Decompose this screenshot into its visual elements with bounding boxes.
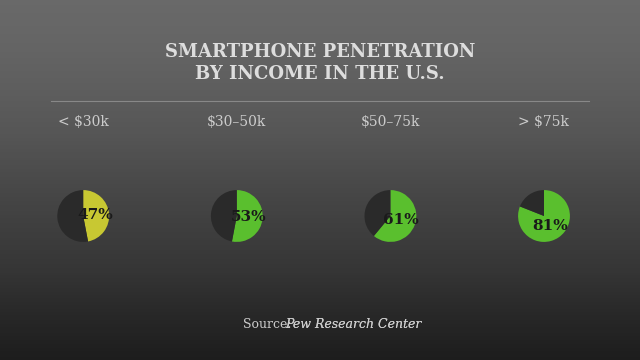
- Text: 53%: 53%: [230, 210, 266, 224]
- Wedge shape: [365, 190, 390, 236]
- Wedge shape: [83, 190, 109, 242]
- Wedge shape: [211, 190, 237, 242]
- Wedge shape: [58, 190, 88, 242]
- Wedge shape: [520, 190, 544, 216]
- Text: < $30k: < $30k: [58, 115, 109, 129]
- Text: 81%: 81%: [532, 219, 568, 233]
- Wedge shape: [232, 190, 262, 242]
- Text: Pew Research Center: Pew Research Center: [285, 318, 421, 330]
- Text: > $75k: > $75k: [518, 115, 570, 129]
- Text: Pew Research Center: Pew Research Center: [285, 318, 421, 330]
- Text: $50–75k: $50–75k: [361, 115, 420, 129]
- Text: 61%: 61%: [383, 213, 419, 227]
- Text: SMARTPHONE PENETRATION
BY INCOME IN THE U.S.: SMARTPHONE PENETRATION BY INCOME IN THE …: [165, 43, 475, 84]
- Text: $30–50k: $30–50k: [207, 115, 266, 129]
- Text: 47%: 47%: [77, 208, 113, 222]
- Wedge shape: [374, 190, 416, 242]
- Text: Source:: Source:: [243, 318, 296, 330]
- Wedge shape: [518, 190, 570, 242]
